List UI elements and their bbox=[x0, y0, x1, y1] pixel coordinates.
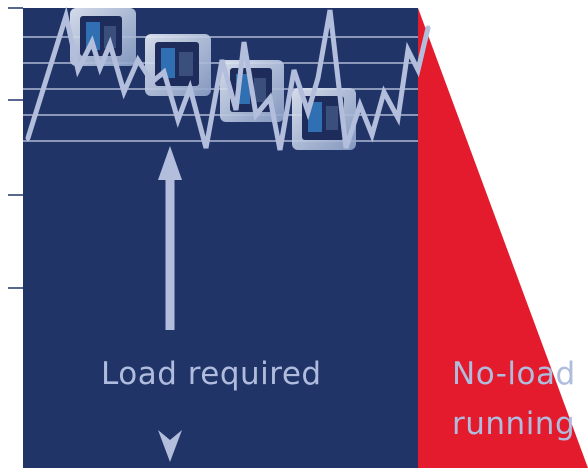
no-load-region bbox=[418, 8, 588, 468]
load-curve bbox=[25, 6, 431, 151]
no-load-label-line1: No-load bbox=[452, 356, 576, 392]
arrow-up-icon bbox=[158, 146, 182, 330]
pump-icon-group bbox=[70, 8, 356, 150]
load-required-label: Load required bbox=[101, 356, 322, 392]
axis-ticks bbox=[8, 7, 23, 289]
arrow-down-icon bbox=[158, 430, 182, 462]
hydraulic-pump-unit-icon bbox=[145, 34, 211, 96]
no-load-label-line2: running bbox=[452, 406, 576, 442]
